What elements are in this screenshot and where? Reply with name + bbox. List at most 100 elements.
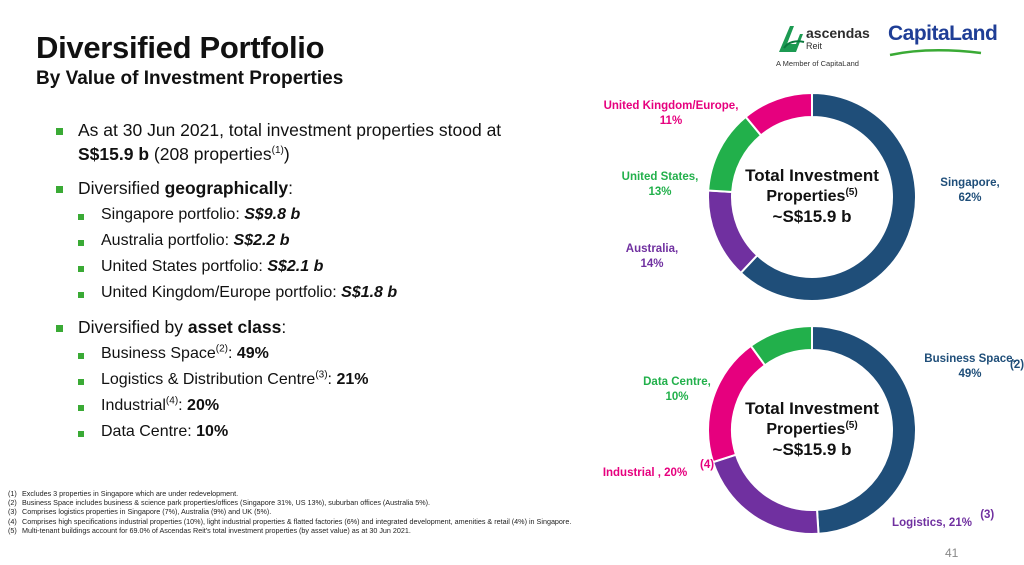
slice-label: United Kingdom/Europe, 11% [604,100,739,127]
footnote-text: Comprises high specifications industrial… [22,516,572,526]
asset-item-footnote-ref: (4) [165,395,179,407]
asset-item-value: 20% [187,397,220,414]
asset-item-value: 21% [336,371,369,388]
donut-center-text: ~S$15.9 b [773,207,852,226]
footnote-number: (4) [8,516,17,526]
bullet-marker [56,128,63,135]
bullet-geographic: Diversified geographically: [78,176,293,200]
footnote-text: Multi-tenant buildings account for 69.0%… [22,525,411,535]
bullet-marker [56,325,63,332]
footnote-number: (2) [8,498,17,508]
footnote-text: Excludes 3 properties in Singapore which… [22,489,239,498]
page-number: 41 [945,546,959,560]
geo-suffix: : [288,178,293,198]
bullet-asset-class: Diversified by asset class: [78,315,286,339]
slice-label: Industrial , 20% [603,467,687,479]
asset-item-label: Industrial [101,397,166,414]
slice-footnote-ref: (3) [980,509,994,521]
bullet-marker [56,186,63,193]
slice-label: Logistics, 21% [892,517,972,529]
geo-item-label: Singapore portfolio: [101,206,245,223]
geo-item-label: United States portfolio: [101,258,268,275]
geo-item: United States portfolio: S$2.1 b [101,256,323,278]
donut-slice [749,324,813,367]
slice-label: Business Space, 49% [924,353,1015,380]
geo-item-label: United Kingdom/Europe portfolio: [101,284,342,301]
ascendas-mark-icon [779,26,805,52]
asset-item-label: Business Space [101,345,216,362]
total-text: As at 30 Jun 2021, total investment prop… [78,120,502,140]
donut-center-text: Total Investment [745,399,879,418]
donut-slice [711,453,820,535]
total-tail: (208 properties [149,144,272,164]
donut-center-text: Properties(5) [766,187,857,205]
asset-item: Business Space(2): 49% [101,343,269,362]
geo-item-value: S$2.1 b [267,258,324,275]
sub-bullet-marker [78,214,84,220]
asset-item-footnote-ref: (2) [215,343,228,355]
geo-item-value: S$9.8 b [244,206,301,223]
page-subtitle: By Value of Investment Properties [36,68,344,89]
asset-item-value: 49% [236,345,269,362]
asset-item-label: Logistics & Distribution Centre [101,371,316,388]
donut-center-text: Total Investment [745,166,879,185]
footnote: (2) Business Space includes business & sc… [8,498,648,507]
slice-footnote-ref: (4) [700,459,714,471]
asset-prefix: Diversified by [78,317,188,337]
geo-item: Singapore portfolio: S$9.8 b [101,204,300,226]
page-title: Diversified Portfolio [36,30,325,65]
donut-slice [739,91,917,302]
ascendas-member-text: A Member of CapitaLand [776,59,859,68]
capitaland-swoosh-icon [889,48,982,57]
asset-item: Logistics & Distribution Centre(3): 21% [101,369,369,388]
total-close: ) [283,144,290,164]
sub-bullet-marker [78,405,84,411]
footnote: (5) Multi-tenant buildings account for 69… [8,526,648,535]
donut-slice [744,91,813,137]
footnote: (3) Comprises logistics properties in Sin… [8,507,648,516]
geo-item: United Kingdom/Europe portfolio: S$1.8 b [101,282,397,304]
footnote-number: (1) [8,489,17,498]
asset-bold: asset class [187,317,282,337]
sub-bullet-marker [78,266,84,272]
asset-item: Data Centre: 10% [101,421,228,443]
geo-item-value: S$1.8 b [341,284,398,301]
geo-item-value: S$2.2 b [233,232,290,249]
donut-center-text: ~S$15.9 b [773,440,852,459]
sub-bullet-marker [78,292,84,298]
sub-bullet-marker [78,353,84,359]
geo-prefix: Diversified [78,178,165,198]
sub-bullet-marker [78,379,84,385]
slice-footnote-ref: (2) [1010,359,1024,371]
slice-label: United States, 13% [622,171,699,198]
geo-bold: geographically [164,178,289,198]
asset-item-footnote-ref: (3) [315,369,328,381]
ascendas-name: ascendas [806,25,870,41]
slice-label: Australia, 14% [626,243,678,270]
footnote-number: (5) [8,525,17,535]
sub-bullet-marker [78,240,84,246]
ascendas-reit: Reit [806,41,823,51]
asset-item: Industrial(4): 20% [101,395,220,414]
total-value: S$15.9 b [78,144,150,164]
sub-bullet-marker [78,431,84,437]
geo-item: Australia portfolio: S$2.2 b [101,230,290,252]
donut-center-text: Properties(5) [766,420,857,438]
donut-slice [707,189,759,275]
capitaland-name: CapitaLand [888,22,998,45]
footnote-number: (3) [8,507,17,517]
slice-label: Singapore, 62% [940,177,999,204]
geo-item-label: Australia portfolio: [101,232,234,249]
asset-item-value: 10% [196,423,229,440]
asset-suffix: : [281,317,287,337]
ascendas-reit-logo: ascendas Reit A Member of CapitaLand [776,22,870,68]
footnote: (1) Excludes 3 properties in Singapore wh… [8,489,648,498]
footnote: (4) Comprises high specifications industr… [8,517,648,526]
asset-item-label: Data Centre: [101,423,197,440]
footnotes: (1) Excludes 3 properties in Singapore wh… [8,489,648,535]
bullet-total-properties: As at 30 Jun 2021, total investment prop… [78,118,598,166]
slice-label: Data Centre, 10% [643,376,711,403]
total-footnote-ref: (1) [271,145,284,157]
footnote-text: Comprises logistics properties in Singap… [22,507,272,517]
